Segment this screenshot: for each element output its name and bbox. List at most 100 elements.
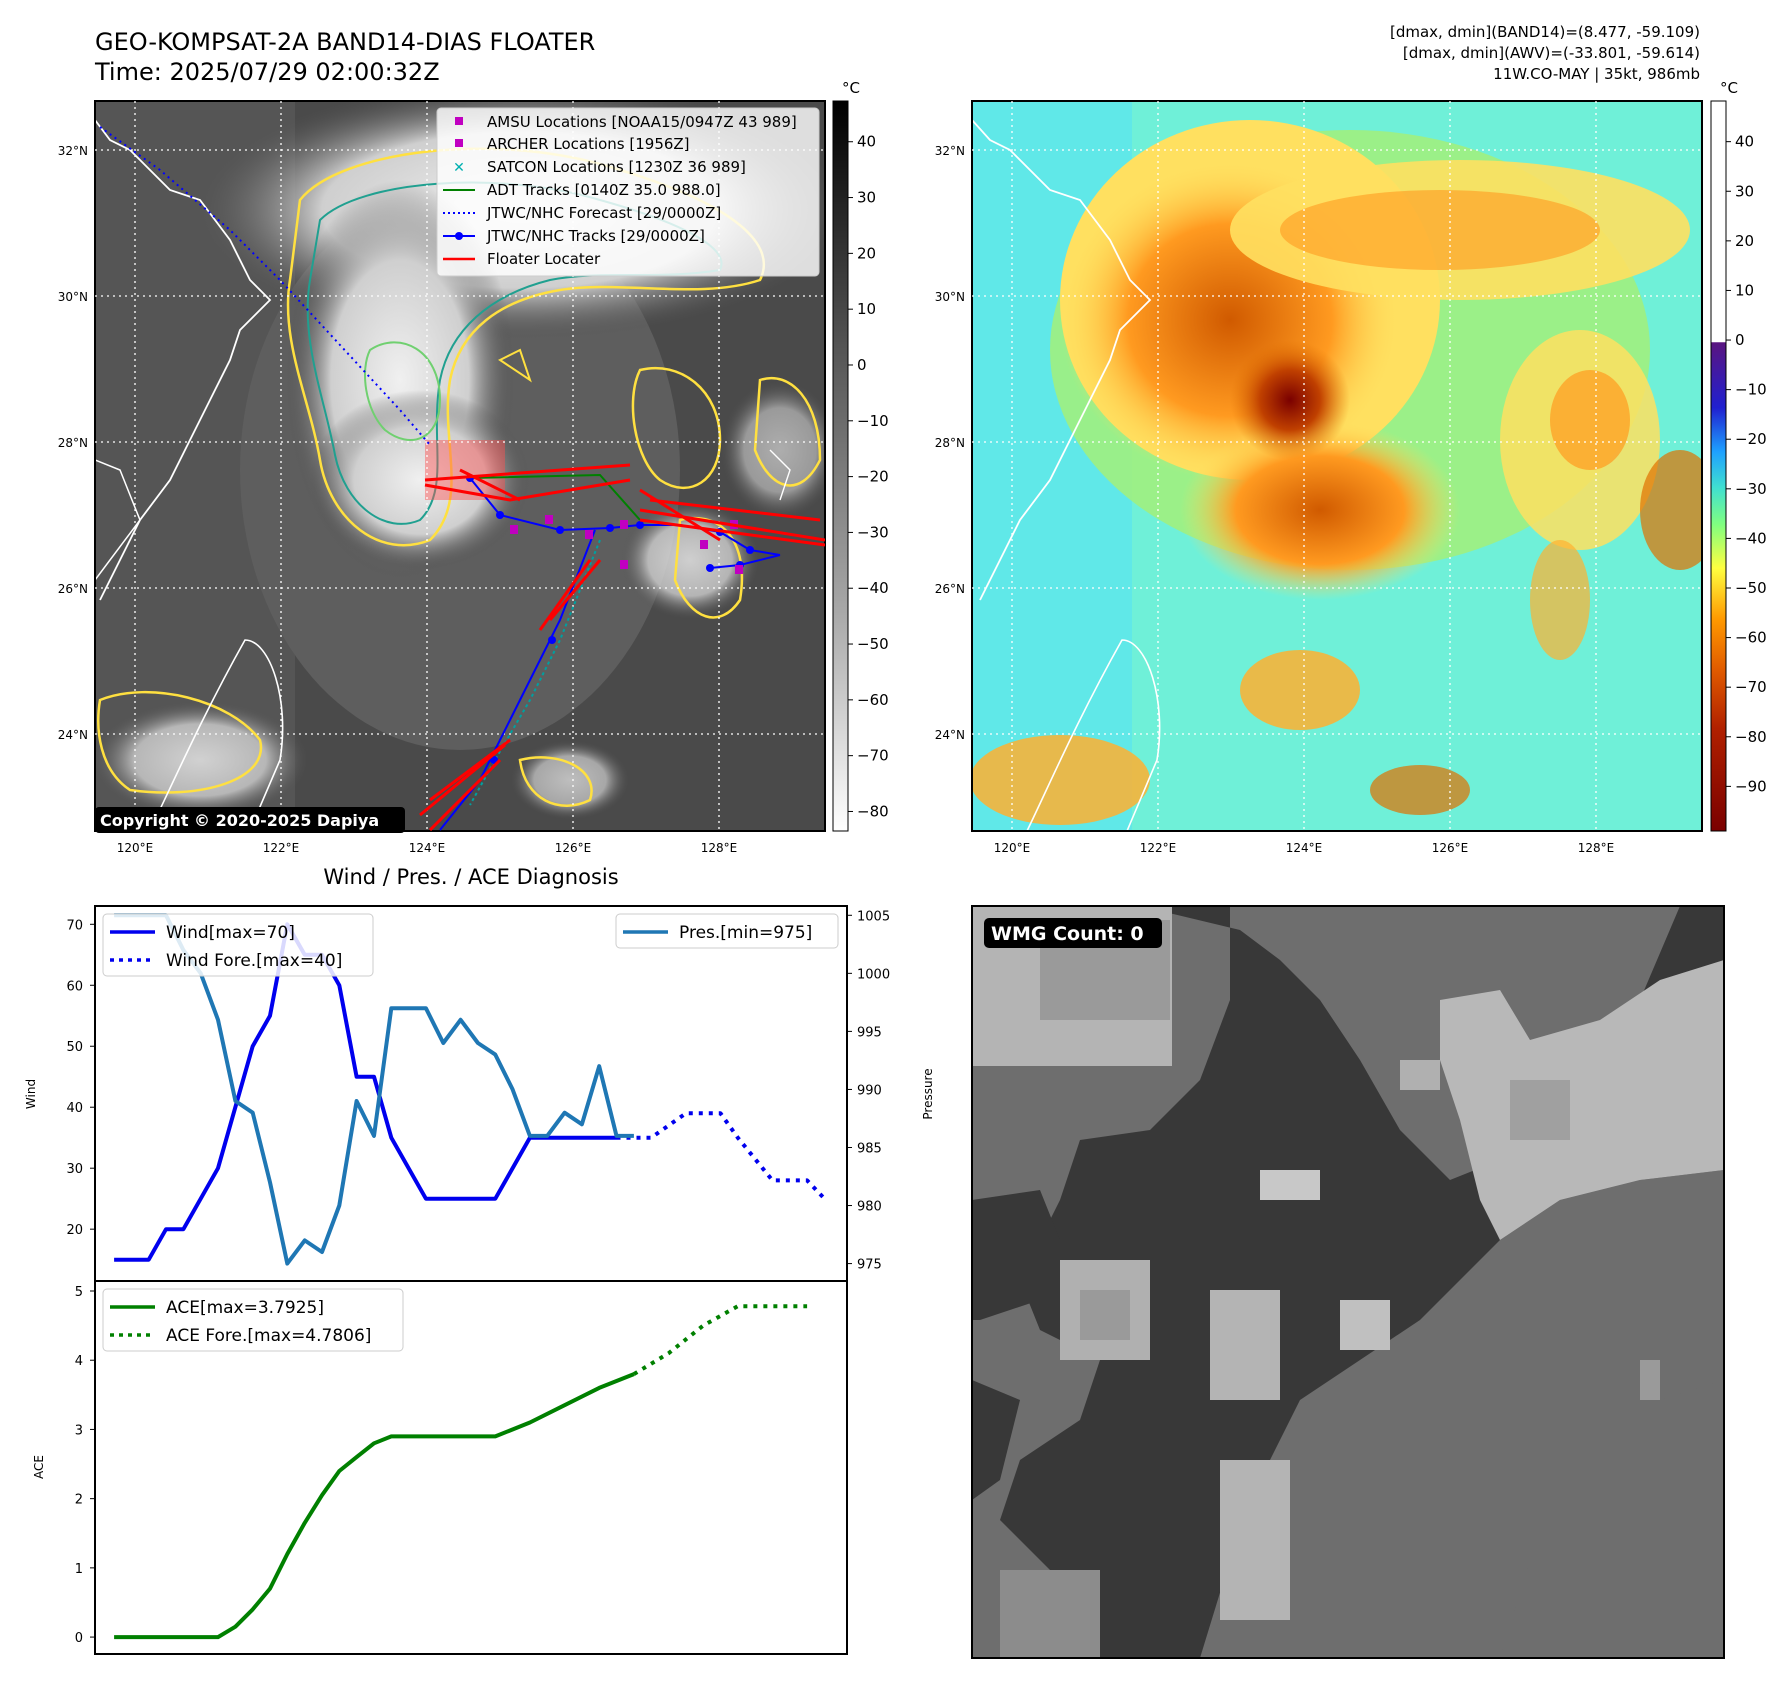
ir-colorbar-tick-label: −30 xyxy=(857,523,889,541)
copyright-text: Copyright © 2020-2025 Dapiya xyxy=(100,811,379,830)
ir-colorbar-tick-label: −60 xyxy=(857,691,889,709)
awv-colorbar-tick-label: −50 xyxy=(1735,579,1767,597)
ace-tick-label: 4 xyxy=(75,1354,83,1369)
pressure-line xyxy=(114,913,634,1266)
awv-colorbar-tick-label: −20 xyxy=(1735,430,1767,448)
diagnosis-title: Wind / Pres. / ACE Diagnosis xyxy=(323,865,618,889)
ir-colorbar-tick-label: −50 xyxy=(857,635,889,653)
ir-lon-label: 124°E xyxy=(409,841,446,855)
ace-tick-label: 1 xyxy=(75,1562,83,1577)
awv-frame xyxy=(971,100,1703,832)
ir-lat-label: 32°N xyxy=(58,144,88,158)
ace-forecast-line xyxy=(632,1304,808,1376)
awv-lon-label: 122°E xyxy=(1140,841,1177,855)
legend-wind: Wind[max=70] xyxy=(166,923,295,943)
ir-colorbar-tick-label: 40 xyxy=(857,133,876,151)
ir-colorbar-tick-label: −10 xyxy=(857,412,889,430)
wind-tick-label: 40 xyxy=(66,1101,83,1116)
ace-legend: ACE[max=3.7925] ACE Fore.[max=4.7806] xyxy=(102,1288,404,1352)
legend-ace: ACE[max=3.7925] xyxy=(166,1298,324,1318)
awv-colorbar-tick-label: 0 xyxy=(1735,331,1745,349)
ir-lat-label: 24°N xyxy=(58,728,88,742)
awv-lon-label: 124°E xyxy=(1286,841,1323,855)
awv-colorbar-tick-label: −70 xyxy=(1735,678,1767,696)
wmg-count-badge xyxy=(984,918,1162,948)
ir-colorbar-tick-label: 30 xyxy=(857,189,876,207)
pressure-tick-label: 975 xyxy=(857,1258,882,1273)
wmg-frame xyxy=(971,905,1725,1659)
awv-lat-label: 30°N xyxy=(935,290,965,304)
awv-colorbar-tick-label: −30 xyxy=(1735,480,1767,498)
ace-tick-label: 5 xyxy=(75,1285,83,1300)
awv-colorbar-tick-label: −40 xyxy=(1735,529,1767,547)
ir-frame xyxy=(94,100,826,832)
ir-lat-label: 28°N xyxy=(58,436,88,450)
legend-floater: Floater Locater xyxy=(487,250,601,268)
awv-colorbar-tick-label: 40 xyxy=(1735,133,1754,151)
wmg-panel: WMG Count: 0 xyxy=(971,905,1725,1659)
pressure-tick-label: 1000 xyxy=(857,967,890,982)
legend-ace-fore: ACE Fore.[max=4.7806] xyxy=(166,1326,371,1346)
ace-tick-label: 2 xyxy=(75,1493,83,1508)
awv-colorbar-tick-label: −80 xyxy=(1735,728,1767,746)
legend-pres: Pres.[min=975] xyxy=(679,923,812,943)
info-awv: [dmax, dmin](AWV)=(-33.801, -59.614) xyxy=(1403,44,1700,62)
ace-tick-label: 0 xyxy=(75,1631,83,1646)
ir-lon-label: 122°E xyxy=(263,841,300,855)
ace-line xyxy=(114,1372,635,1640)
awv-satellite-panel: 32°N 30°N 28°N 26°N 24°N 120°E 122°E 124… xyxy=(935,79,1767,855)
awv-lat-label: 32°N xyxy=(935,144,965,158)
legend-archer: ARCHER Locations [1956Z] xyxy=(487,135,690,153)
legend-satcon-marker: ✕ xyxy=(453,160,465,176)
pressure-axis-label: Pressure xyxy=(921,1068,935,1119)
ace-tick-label: 3 xyxy=(75,1423,83,1438)
pressure-tick-label: 995 xyxy=(857,1025,882,1040)
info-band14: [dmax, dmin](BAND14)=(8.477, -59.109) xyxy=(1390,23,1700,41)
ir-colorbar-tick-label: −70 xyxy=(857,747,889,765)
legend-tracks: JTWC/NHC Tracks [29/0000Z] xyxy=(486,227,705,245)
ir-colorbar-tick-label: −80 xyxy=(857,802,889,820)
info-storm: 11W.CO-MAY | 35kt, 986mb xyxy=(1493,65,1700,83)
awv-colorbar-unit: °C xyxy=(1720,79,1738,97)
awv-colorbar-tick-label: 30 xyxy=(1735,182,1754,200)
ir-lat-label: 26°N xyxy=(58,582,88,596)
awv-colorbar: °C 40 30 20 10 0 −10 −20 −30 −40 −50 −60 −70 −80 −90 xyxy=(1710,79,1767,832)
figure-title: GEO-KOMPSAT-2A BAND14-DIAS FLOATER xyxy=(95,28,595,56)
ir-colorbar-tick-label: 0 xyxy=(857,356,867,374)
awv-lat-label: 26°N xyxy=(935,582,965,596)
ace-chart: 5 4 3 2 1 0 ACE ACE[max=3.7925] ACE Fore.[max… xyxy=(32,1280,848,1655)
legend-adt: ADT Tracks [0140Z 35.0 988.0] xyxy=(487,181,721,199)
wind-pressure-chart: 70 60 50 40 30 20 1005 1000 995 990 985 980 975 Win… xyxy=(24,905,935,1282)
figure-time: Time: 2025/07/29 02:00:32Z xyxy=(94,58,440,86)
awv-colorbar-tick-label: −90 xyxy=(1735,777,1767,795)
wind-legend: Wind[max=70] Wind Fore.[max=40] xyxy=(102,913,374,977)
awv-lon-label: 120°E xyxy=(994,841,1031,855)
legend-amsu-marker xyxy=(455,117,463,125)
awv-lat-label: 28°N xyxy=(935,436,965,450)
awv-colorbar-tick-label: −10 xyxy=(1735,381,1767,399)
ir-colorbar-tick-label: −20 xyxy=(857,468,889,486)
ir-lon-label: 128°E xyxy=(701,841,738,855)
wind-forecast-line xyxy=(616,1111,826,1201)
legend-tracks-marker xyxy=(455,232,463,240)
ir-legend: AMSU Locations [NOAA15/0947Z 43 989] ARC… xyxy=(436,107,820,277)
legend-amsu: AMSU Locations [NOAA15/0947Z 43 989] xyxy=(487,113,797,131)
ace-axis-label: ACE xyxy=(32,1455,46,1479)
wind-tick-label: 60 xyxy=(66,979,83,994)
wind-axis-label: Wind xyxy=(24,1079,38,1109)
ir-colorbar-tick-label: 10 xyxy=(857,300,876,318)
ir-lon-label: 126°E xyxy=(555,841,592,855)
awv-colorbar-tick-label: −60 xyxy=(1735,629,1767,647)
awv-lon-label: 126°E xyxy=(1432,841,1469,855)
ir-colorbar: °C 40 30 20 10 0 −10 −20 −30 −40 −50 −60 −70 −80 xyxy=(832,79,889,832)
awv-lon-label: 128°E xyxy=(1578,841,1615,855)
wind-tick-label: 70 xyxy=(66,918,83,933)
wmg-imagery xyxy=(972,906,1724,1658)
pressure-legend: Pres.[min=975] xyxy=(615,913,839,949)
ir-track-overlays xyxy=(99,126,825,831)
awv-lat-label: 24°N xyxy=(935,728,965,742)
ir-satellite-panel: AMSU Locations [NOAA15/0947Z 43 989] ARC… xyxy=(58,79,889,855)
legend-satcon: SATCON Locations [1230Z 36 989] xyxy=(487,158,746,176)
awv-colorbar-tick-label: 20 xyxy=(1735,232,1754,250)
